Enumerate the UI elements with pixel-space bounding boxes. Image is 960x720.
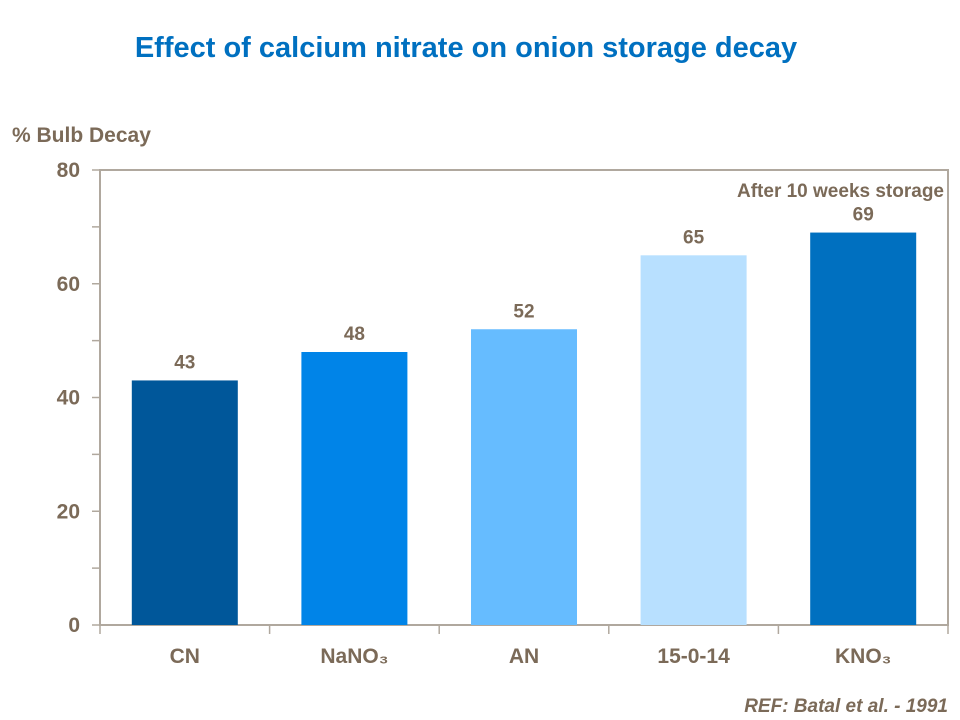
y-tick-label: 80 <box>57 159 80 182</box>
data-label: 69 <box>853 205 874 226</box>
bar-3 <box>640 255 747 625</box>
bar-1 <box>301 352 408 625</box>
chart-title: Effect of calcium nitrate on onion stora… <box>134 32 798 64</box>
x-tick-label: AN <box>509 645 539 668</box>
x-tick-label: NaNO₃ <box>320 645 388 668</box>
x-tick-label: 15-0-14 <box>657 645 730 668</box>
y-tick-label: 20 <box>57 500 80 523</box>
y-tick-label: 40 <box>57 387 80 410</box>
y-tick-label: 60 <box>57 273 80 296</box>
bar-2 <box>471 329 577 625</box>
y-tick-label: 0 <box>68 614 80 637</box>
y-axis-label: % Bulb Decay <box>12 124 151 147</box>
data-label: 52 <box>513 301 534 322</box>
chart-annotation: After 10 weeks storage <box>737 181 944 202</box>
bar-4 <box>810 232 917 625</box>
data-label: 65 <box>683 227 705 248</box>
reference-citation: REF: Batal et al. - 1991 <box>744 696 948 717</box>
x-tick-label: KNO₃ <box>835 645 891 668</box>
bar-0 <box>131 380 238 625</box>
data-label: 48 <box>344 324 365 345</box>
data-label: 43 <box>174 352 195 373</box>
x-tick-label: CN <box>170 645 200 668</box>
